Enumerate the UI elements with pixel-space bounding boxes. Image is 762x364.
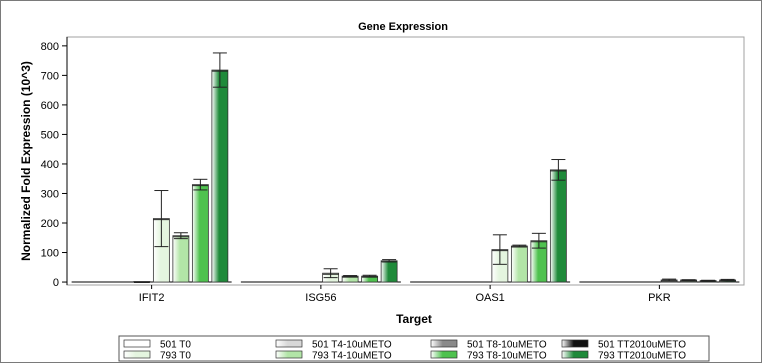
y-tick-label: 500 xyxy=(41,129,59,141)
legend-label: 793 T0 xyxy=(160,351,191,362)
legend-label: 501 T4-10uMETO xyxy=(312,340,392,351)
legend-swatch xyxy=(430,350,458,359)
y-tick-label: 400 xyxy=(41,159,59,171)
legend-label: 793 T8-10uMETO xyxy=(467,351,547,362)
x-tick-label: ISG56 xyxy=(305,292,336,304)
legend-label: 793 T4-10uMETO xyxy=(312,351,392,362)
legend-swatch xyxy=(275,339,303,348)
y-tick-label: 600 xyxy=(41,100,59,112)
legend-swatch xyxy=(123,339,151,348)
y-axis: 0 100 200 300 400 500 600 700 800 xyxy=(41,37,68,289)
bar xyxy=(380,260,398,283)
y-axis-title: Normalized Fold Expression (10^3) xyxy=(19,61,33,261)
legend-label: 501 TT2010uMETO xyxy=(598,340,686,351)
legend-label: 501 T0 xyxy=(160,340,191,351)
y-tick-label: 300 xyxy=(41,188,59,200)
legend-box xyxy=(118,335,710,362)
y-tick-label: 0 xyxy=(53,277,59,289)
x-tick-label: OAS1 xyxy=(475,292,504,304)
legend-swatch xyxy=(561,339,589,348)
legend-swatch xyxy=(561,350,589,359)
x-tick-label: IFIT2 xyxy=(139,292,165,304)
bar xyxy=(191,184,209,283)
y-tick-label: 800 xyxy=(41,41,59,53)
legend-label: 501 T8-10uMETO xyxy=(467,340,547,351)
bar xyxy=(510,245,528,283)
bar xyxy=(549,169,567,283)
x-axis-title: Target xyxy=(396,312,432,326)
legend: 501 T0 501 T4-10uMETO 501 T8-10uMETO 501 TT… xyxy=(118,335,710,362)
legend-swatch xyxy=(275,350,303,359)
legend-swatch xyxy=(430,339,458,348)
legend-swatch xyxy=(123,350,151,359)
y-tick-label: 100 xyxy=(41,248,59,260)
y-tick-label: 700 xyxy=(41,70,59,82)
x-axis: IFIT2 ISG56 OAS1 PKR xyxy=(139,285,671,304)
bar xyxy=(172,235,190,283)
bar xyxy=(211,69,229,283)
bar-series xyxy=(133,52,737,283)
y-tick-label: 200 xyxy=(41,218,59,230)
x-tick-label: PKR xyxy=(648,292,671,304)
legend-label: 793 TT2010uMETO xyxy=(598,351,686,362)
chart-title: Gene Expression xyxy=(358,21,448,33)
